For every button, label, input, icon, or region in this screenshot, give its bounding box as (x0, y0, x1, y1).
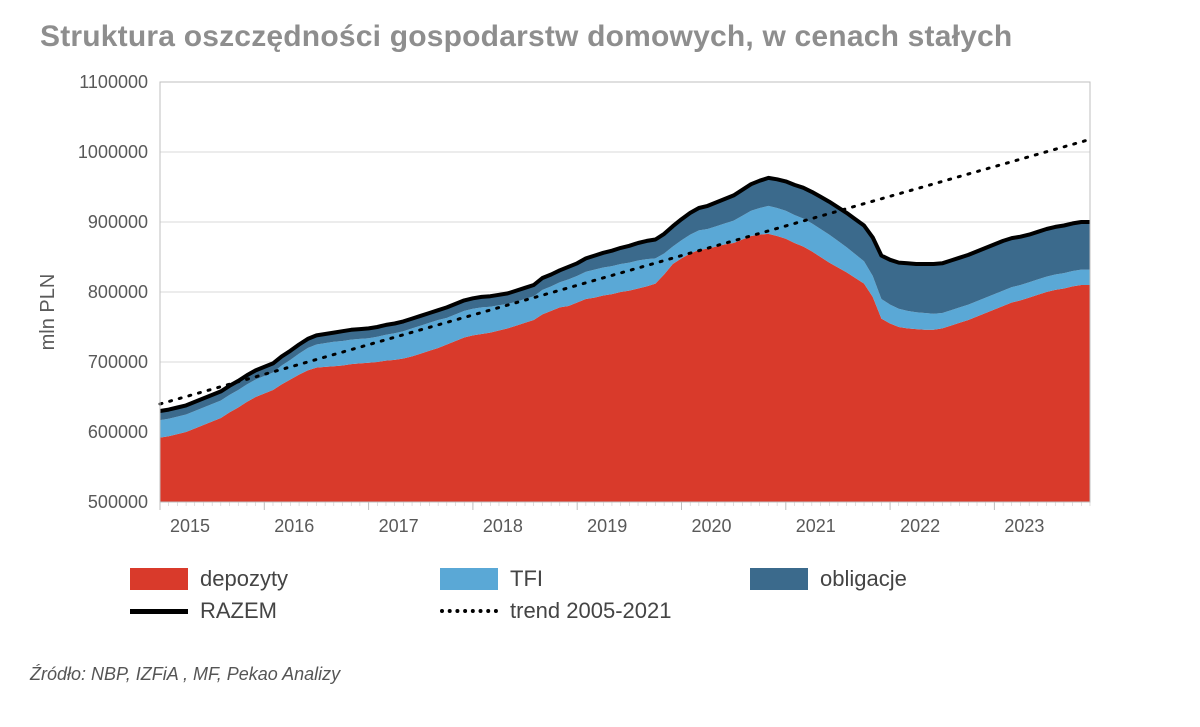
legend-item: depozyty (130, 566, 370, 592)
svg-text:500000: 500000 (88, 492, 148, 512)
svg-text:1100000: 1100000 (79, 72, 148, 92)
legend-label: RAZEM (200, 598, 277, 624)
legend-item: obligacje (750, 566, 990, 592)
svg-text:600000: 600000 (88, 422, 148, 442)
legend-label: TFI (510, 566, 543, 592)
savings-chart: 500000 600000 700000 800000 900000 1000000 110… (50, 72, 1110, 552)
legend-label: obligacje (820, 566, 907, 592)
legend-label: trend 2005-2021 (510, 598, 671, 624)
legend-swatch (440, 568, 498, 590)
legend-label: depozyty (200, 566, 288, 592)
svg-text:700000: 700000 (88, 352, 148, 372)
legend-row-1: depozyty TFI obligacje (130, 566, 1090, 592)
legend-item: RAZEM (130, 598, 370, 624)
page: Struktura oszczędności gospodarstw domow… (0, 0, 1200, 727)
chart-source: Źródło: NBP, IZFiA , MF, Pekao Analizy (30, 664, 1180, 685)
svg-text:2019: 2019 (587, 516, 627, 536)
svg-text:2020: 2020 (691, 516, 731, 536)
legend-swatch (130, 568, 188, 590)
legend-line-icon (130, 609, 188, 614)
svg-text:2015: 2015 (170, 516, 210, 536)
legend: depozyty TFI obligacje RAZEM trend 2005-202… (130, 566, 1090, 624)
svg-text:2018: 2018 (483, 516, 523, 536)
chart-container: mln PLN 50000060000070000080000090000010… (50, 72, 1110, 552)
svg-text:2017: 2017 (379, 516, 419, 536)
chart-title: Struktura oszczędności gospodarstw domow… (40, 20, 1180, 54)
svg-text:2022: 2022 (900, 516, 940, 536)
legend-item: trend 2005-2021 (440, 598, 680, 624)
svg-text:900000: 900000 (88, 212, 148, 232)
svg-text:2021: 2021 (796, 516, 836, 536)
svg-text:2023: 2023 (1004, 516, 1044, 536)
y-axis-label: mln PLN (37, 274, 60, 351)
legend-swatch (750, 568, 808, 590)
svg-text:800000: 800000 (88, 282, 148, 302)
legend-dots-icon (440, 600, 498, 622)
legend-item: TFI (440, 566, 680, 592)
svg-text:1000000: 1000000 (78, 142, 148, 162)
legend-row-2: RAZEM trend 2005-2021 (130, 598, 1090, 624)
svg-text:2016: 2016 (274, 516, 314, 536)
